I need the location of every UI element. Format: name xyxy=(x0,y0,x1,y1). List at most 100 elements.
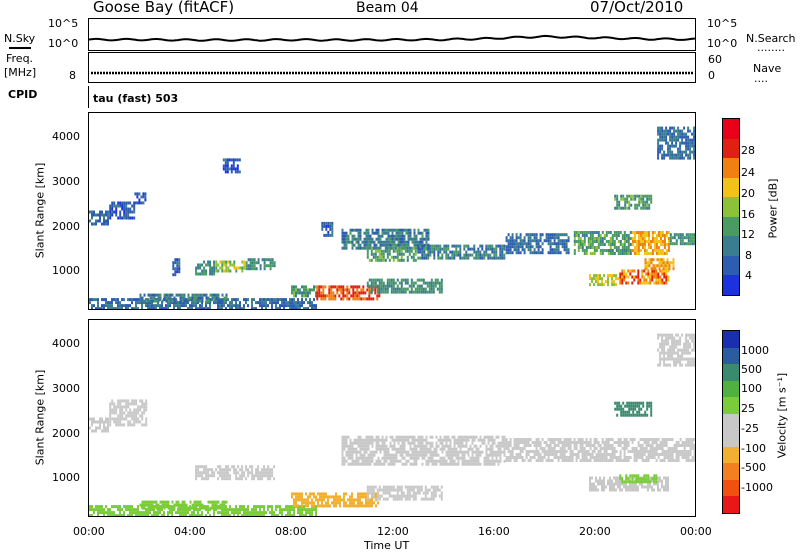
power-cell-0 xyxy=(89,210,109,226)
vel-cbar-swatch-2 xyxy=(723,364,739,381)
vel-ytick-2000: 2000 xyxy=(52,427,80,440)
cpid-label: CPID xyxy=(8,88,38,101)
vel-ytick-3000: 3000 xyxy=(52,382,80,395)
xtick-0: 00:00 xyxy=(73,525,105,538)
vel-ytick-4000: 4000 xyxy=(52,337,80,350)
nsky-tick-bottom: 10^0 xyxy=(48,37,79,50)
nsearch-tick-top: 10^5 xyxy=(707,17,738,30)
velocity-cell-8 xyxy=(505,438,695,462)
power-cell-22 xyxy=(614,194,653,210)
power-ytick-3000: 3000 xyxy=(52,175,80,188)
xtick-4: 04:00 xyxy=(174,525,206,538)
power-cbar-tick-24: 24 xyxy=(741,166,755,179)
velocity-cell-12 xyxy=(657,333,695,367)
velocity-cell-5 xyxy=(291,492,379,508)
nave-tick-bottom: 0 xyxy=(708,69,715,82)
vel-cbar-swatch-0 xyxy=(723,331,739,348)
power-cbar-swatch-6 xyxy=(723,236,739,256)
power-cell-20 xyxy=(619,269,670,285)
power-cell-3 xyxy=(172,258,181,277)
velocity-cell-11 xyxy=(614,401,653,417)
power-cell-18 xyxy=(669,233,695,246)
power-cell-11 xyxy=(366,278,443,294)
power-cell-9 xyxy=(291,285,317,298)
vel-cbar-tick-m1000: -1000 xyxy=(741,481,773,494)
nsky-label: N.Sky xyxy=(4,32,36,45)
xtick-8: 08:00 xyxy=(275,525,307,538)
beam-title: Beam 04 xyxy=(356,0,419,16)
xtick-20: 20:00 xyxy=(579,525,611,538)
freq-units: [MHz] xyxy=(4,66,37,79)
power-cell-17 xyxy=(631,231,670,255)
velocity-cell-0 xyxy=(89,417,109,433)
vel-cbar-tick-m100: -100 xyxy=(741,442,766,455)
nsearch-label: N.Search xyxy=(746,32,796,45)
power-cbar-tick-20: 20 xyxy=(741,187,755,200)
velocity-ylabel: Slant Range [km] xyxy=(33,369,47,466)
vel-cbar-tick-1000: 1000 xyxy=(741,344,769,357)
power-cell-25 xyxy=(222,158,241,174)
freq-label: Freq. xyxy=(6,52,34,65)
power-ylabel: Slant Range [km] xyxy=(33,162,47,259)
power-cell-24 xyxy=(321,221,334,237)
power-cbar-label: Power [dB] xyxy=(766,178,780,239)
velocity-cell-7 xyxy=(341,435,506,466)
vel-cbar-tick-25: 25 xyxy=(741,402,755,415)
power-cell-5 xyxy=(215,260,246,273)
nsky-tick-top: 10^5 xyxy=(48,17,79,30)
power-cell-6 xyxy=(245,258,276,271)
freq-panel xyxy=(88,52,696,83)
power-ytick-2000: 2000 xyxy=(52,220,80,233)
power-ytick-1000: 1000 xyxy=(52,264,80,277)
vel-cbar-tick-m500: -500 xyxy=(741,461,766,474)
power-cell-1 xyxy=(109,201,136,220)
nave-tick-top: 60 xyxy=(708,53,722,66)
nsky-series-line xyxy=(89,34,695,42)
power-cell-2 xyxy=(134,192,147,205)
vel-cbar-swatch-7 xyxy=(723,446,739,464)
velocity-cell-2 xyxy=(195,465,276,481)
power-colorbar xyxy=(722,118,740,296)
velocity-cbar-label: Velocity [m s⁻¹] xyxy=(775,372,789,459)
power-cell-15 xyxy=(505,233,570,255)
power-cbar-tick-28: 28 xyxy=(741,144,755,157)
freq-tick: 8 xyxy=(69,69,76,82)
nave-legend-dots: .... xyxy=(754,72,768,85)
power-cbar-swatch-3 xyxy=(723,177,739,198)
nsky-trace xyxy=(89,34,695,42)
velocity-panel xyxy=(88,319,696,517)
vel-cbar-tick-m25: -25 xyxy=(741,422,759,435)
vel-cbar-swatch-6 xyxy=(723,430,739,447)
freq-trace xyxy=(91,71,693,75)
cpid-left-tick xyxy=(88,86,89,108)
vel-cbar-swatch-1 xyxy=(723,347,739,365)
power-cbar-swatch-5 xyxy=(723,216,739,237)
power-cell-16 xyxy=(573,231,632,255)
xtick-24: 00:00 xyxy=(680,525,712,538)
velocity-colorbar xyxy=(722,330,740,514)
power-cell-13 xyxy=(366,246,417,262)
vel-cbar-tick-500: 500 xyxy=(741,363,762,376)
vel-cbar-swatch-3 xyxy=(723,380,739,398)
power-cell-12 xyxy=(341,228,430,250)
power-panel xyxy=(88,112,696,310)
power-cell-23 xyxy=(657,126,695,160)
vel-cbar-swatch-4 xyxy=(723,397,739,414)
date-title: 07/Oct/2010 xyxy=(590,0,684,16)
nsearch-tick-bottom: 10^0 xyxy=(707,37,738,50)
velocity-cell-1 xyxy=(109,399,148,427)
vel-cbar-swatch-10 xyxy=(723,496,739,513)
nsky-legend-line xyxy=(9,47,31,49)
power-cbar-swatch-0 xyxy=(723,119,739,139)
xlabel: Time UT xyxy=(364,539,410,552)
xtick-16: 16:00 xyxy=(478,525,510,538)
power-cell-14 xyxy=(417,244,506,260)
cpid-value: tau (fast) 503 xyxy=(93,92,179,105)
power-cbar-tick-16: 16 xyxy=(741,208,755,221)
power-cell-8 xyxy=(139,293,228,303)
velocity-cell-4 xyxy=(139,500,228,510)
power-cell-4 xyxy=(195,260,216,276)
power-cbar-tick-4: 4 xyxy=(745,269,752,282)
power-cbar-swatch-7 xyxy=(723,255,739,276)
power-ytick-4000: 4000 xyxy=(52,130,80,143)
